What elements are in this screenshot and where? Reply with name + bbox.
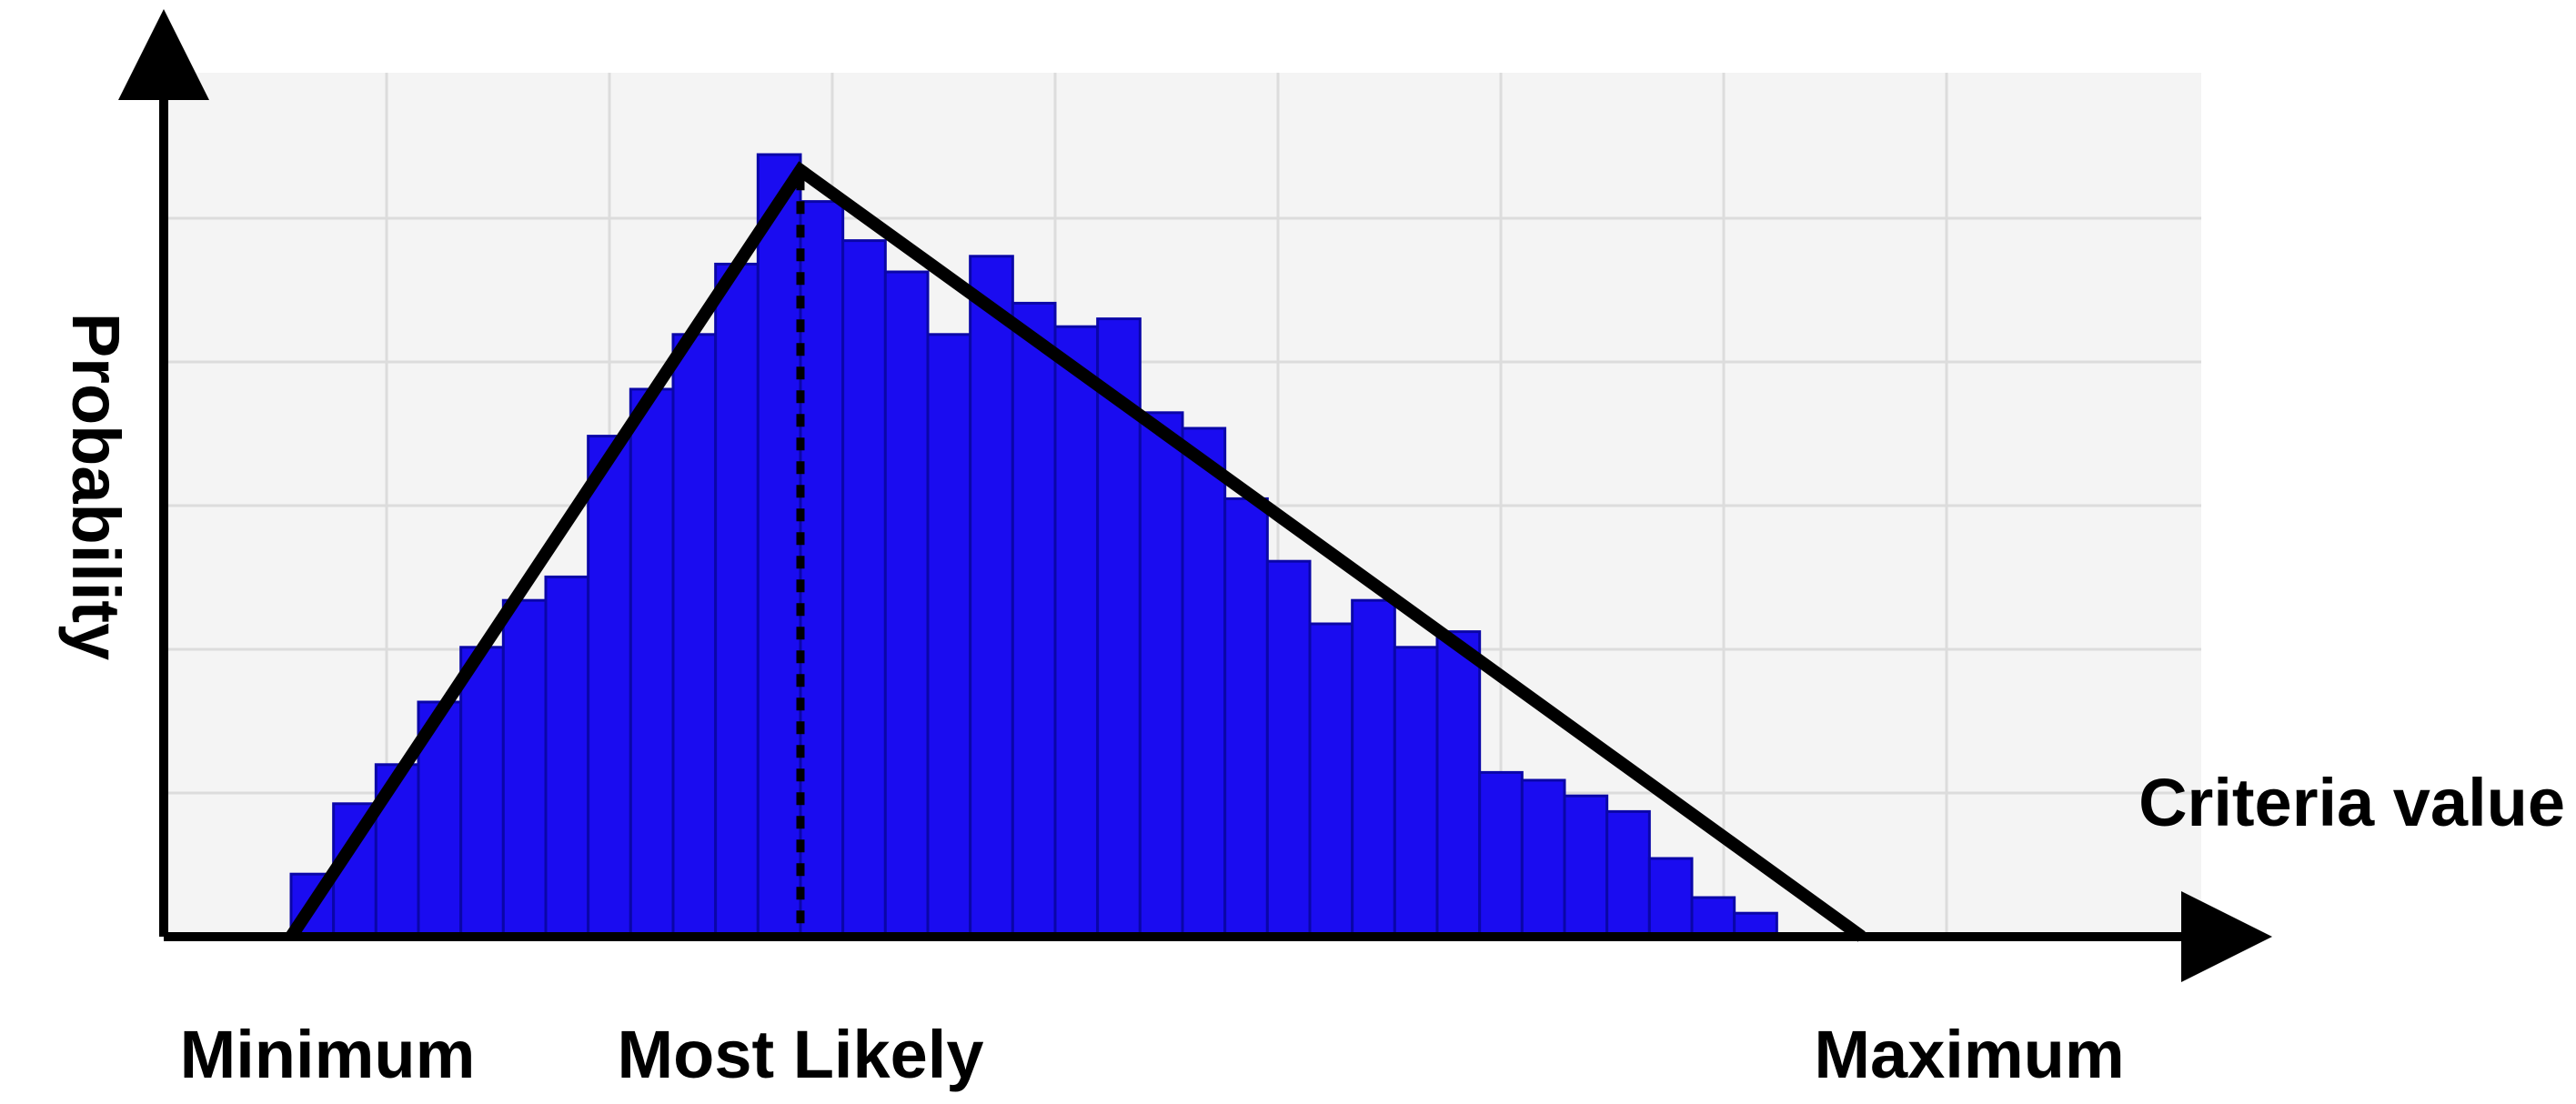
- minimum-label: Minimum: [180, 1017, 476, 1092]
- x-axis-label: Criteria value: [2138, 765, 2565, 840]
- histogram-bar: [799, 200, 845, 938]
- histogram-bar: [1351, 598, 1396, 938]
- histogram-bar: [969, 255, 1014, 938]
- histogram-bar: [926, 333, 972, 938]
- histogram-bar: [1265, 559, 1312, 938]
- histogram-bar: [1647, 857, 1694, 938]
- histogram-bar: [1308, 622, 1354, 938]
- histogram-bar: [1435, 630, 1482, 938]
- histogram-bar: [459, 646, 505, 938]
- histogram-bar: [1393, 646, 1439, 938]
- histogram-bar: [1181, 427, 1227, 938]
- histogram-bar: [1096, 317, 1142, 938]
- y-axis-label: Probability: [58, 313, 134, 660]
- histogram-bar: [1223, 497, 1269, 938]
- histogram-bar: [1690, 896, 1736, 938]
- histogram-bar: [1520, 778, 1566, 938]
- triangle-outline: [286, 161, 1866, 942]
- histogram-bar: [544, 575, 590, 938]
- histogram-bar: [1138, 411, 1184, 938]
- histogram-bar: [1478, 770, 1524, 938]
- histogram-bar: [1053, 325, 1100, 938]
- histogram-bars: [289, 153, 1778, 938]
- histogram-bar: [1605, 809, 1651, 938]
- maximum-label: Maximum: [1814, 1017, 2124, 1092]
- histogram-bar: [883, 270, 930, 938]
- most-likely-label: Most Likely: [618, 1017, 984, 1092]
- histogram-bar: [1011, 301, 1057, 938]
- histogram-bar: [629, 387, 675, 938]
- histogram-bar: [587, 435, 632, 938]
- histogram-bar: [1563, 794, 1609, 938]
- histogram-bar: [501, 598, 548, 938]
- histogram-bar: [671, 333, 718, 938]
- histogram-bar: [756, 153, 802, 938]
- histogram-bar: [841, 239, 887, 938]
- histogram-bar: [714, 262, 760, 938]
